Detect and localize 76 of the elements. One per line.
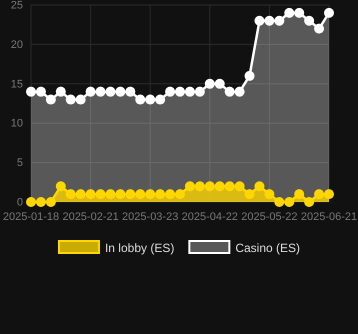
point — [135, 94, 146, 105]
point — [66, 94, 76, 105]
point — [165, 189, 176, 200]
point — [76, 189, 86, 200]
point — [96, 189, 106, 200]
point — [105, 86, 116, 97]
point — [324, 189, 334, 200]
point — [56, 86, 66, 97]
x-tick-label: 2025-02-21 — [62, 210, 119, 223]
point — [304, 197, 314, 207]
y-tick-label: 15 — [10, 78, 23, 90]
point — [214, 181, 225, 192]
y-tick-label: 0 — [16, 196, 23, 209]
x-tick-label: 2025-05-22 — [241, 210, 298, 223]
point — [214, 78, 225, 89]
y-tick-label: 10 — [10, 118, 23, 130]
point — [26, 86, 36, 97]
point — [314, 189, 324, 200]
legend-label: Casino (ES) — [235, 241, 300, 255]
point — [46, 197, 56, 207]
x-tick-label: 2025-04-22 — [182, 210, 238, 223]
point — [175, 86, 185, 97]
point — [125, 86, 136, 97]
point — [234, 181, 245, 192]
x-tick-label: 2025-06-21 — [300, 210, 358, 223]
y-tick-label: 5 — [16, 157, 23, 170]
point — [194, 86, 205, 97]
point — [36, 197, 46, 207]
point — [294, 189, 304, 200]
point — [234, 86, 245, 97]
point — [284, 197, 294, 207]
point — [26, 197, 36, 207]
point — [115, 86, 126, 97]
point — [184, 181, 195, 192]
point — [155, 94, 166, 105]
point — [66, 189, 76, 200]
point — [204, 78, 215, 89]
point — [36, 86, 46, 97]
point — [155, 189, 166, 200]
point — [145, 94, 156, 105]
point — [274, 197, 284, 207]
point — [224, 86, 235, 97]
y-tick-label: 20 — [10, 38, 23, 51]
point — [135, 189, 146, 200]
point — [264, 189, 274, 200]
point — [224, 181, 235, 192]
point — [175, 189, 185, 200]
point — [46, 94, 56, 105]
point — [274, 16, 284, 26]
point — [284, 8, 294, 18]
point — [96, 86, 106, 97]
point — [86, 189, 96, 200]
point — [254, 16, 264, 26]
point — [304, 16, 314, 26]
point — [244, 189, 255, 200]
point — [204, 181, 215, 192]
y-tick-label: 25 — [10, 0, 23, 12]
point — [244, 70, 255, 81]
point — [254, 181, 264, 192]
point — [324, 8, 334, 18]
x-tick-label: 2025-01-18 — [2, 210, 60, 223]
point — [86, 86, 96, 97]
legend-label: In lobby (ES) — [104, 241, 174, 255]
point — [194, 181, 205, 192]
point — [165, 86, 176, 97]
point — [125, 189, 136, 200]
point — [76, 94, 86, 105]
point — [115, 189, 126, 200]
point — [184, 86, 195, 97]
point — [294, 8, 304, 18]
point — [56, 181, 66, 192]
point — [314, 24, 324, 34]
point — [264, 16, 274, 26]
point — [105, 189, 116, 200]
x-tick-label: 2025-03-23 — [122, 210, 178, 223]
point — [145, 189, 156, 200]
